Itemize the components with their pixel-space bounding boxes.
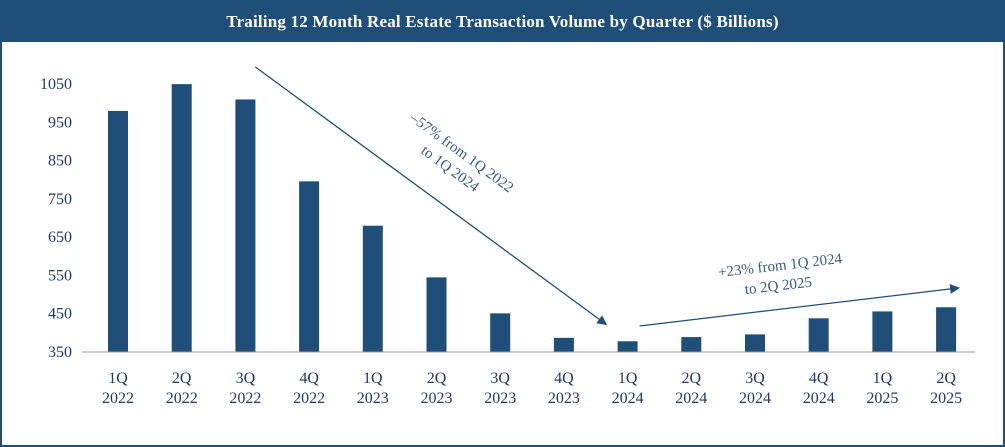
bar-2q-2022	[171, 84, 192, 352]
x-tick-label-4q-2023: 4Q 2023	[548, 370, 580, 407]
chart-title: Trailing 12 Month Real Estate Transactio…	[226, 12, 779, 31]
bar-2q-2023	[426, 277, 447, 352]
chart-title-bar: Trailing 12 Month Real Estate Transactio…	[2, 2, 1003, 42]
x-tick-label-4q-2022: 4Q 2022	[293, 370, 325, 407]
x-tick-label-1q-2025: 1Q 2025	[866, 370, 898, 407]
x-tick-label-4q-2024: 4Q 2024	[803, 370, 835, 407]
rebound-annotation-label: +23% from 1Q 2024to 2Q 2025	[717, 251, 845, 301]
bar-2q-2025	[936, 307, 957, 352]
decline-arrow	[255, 66, 608, 326]
bar-2q-2024	[681, 337, 702, 352]
bar-1q-2025	[872, 311, 893, 352]
bar-3q-2024	[745, 334, 765, 352]
x-axis-tick-labels: 1Q 2022 2Q 2022 3Q 2022 4Q 2022 1Q 2023 2Q 2023 3Q 20…	[102, 370, 962, 407]
bar-4q-2022	[299, 181, 320, 352]
bar-4q-2023	[553, 337, 574, 352]
bar-3q-2022	[235, 99, 256, 352]
y-axis-tick-labels: 350 450 550 650 750 850 950 1050	[40, 76, 72, 361]
x-tick-label-1q-2024: 1Q 2024	[612, 370, 644, 407]
y-tick-label-550: 550	[48, 267, 72, 284]
bar-4q-2024	[808, 318, 829, 352]
x-tick-label-3q-2023: 3Q 2023	[484, 370, 516, 407]
y-tick-label-950: 950	[48, 114, 72, 131]
bar-1q-2022	[108, 110, 128, 352]
x-tick-label-3q-2024: 3Q 2024	[739, 370, 771, 407]
bar-3q-2023	[490, 313, 511, 352]
x-tick-label-1q-2023: 1Q 2023	[357, 370, 389, 407]
x-tick-label-2q-2023: 2Q 2023	[421, 370, 453, 407]
x-tick-label-2q-2025: 2Q 2025	[930, 370, 962, 407]
bars-group	[108, 84, 957, 352]
x-tick-label-2q-2024: 2Q 2024	[675, 370, 707, 407]
x-tick-label-2q-2022: 2Q 2022	[166, 370, 198, 407]
y-tick-label-450: 450	[48, 306, 72, 323]
y-tick-label-1050: 1050	[40, 76, 72, 93]
x-tick-label-1q-2022: 1Q 2022	[102, 370, 134, 407]
decline-annotation-label: –57% from 1Q 2022to 1Q 2024	[394, 109, 516, 212]
y-tick-label-650: 650	[48, 229, 72, 246]
bar-1q-2024	[617, 341, 638, 352]
x-tick-label-3q-2022: 3Q 2022	[229, 370, 261, 407]
rebound-arrow	[639, 283, 961, 327]
y-tick-label-350: 350	[48, 344, 72, 361]
annotations-group: –57% from 1Q 2022to 1Q 2024 +23% from 1Q …	[255, 66, 961, 327]
y-tick-label-850: 850	[48, 153, 72, 170]
bar-1q-2023	[362, 225, 383, 352]
y-tick-label-750: 750	[48, 191, 72, 208]
